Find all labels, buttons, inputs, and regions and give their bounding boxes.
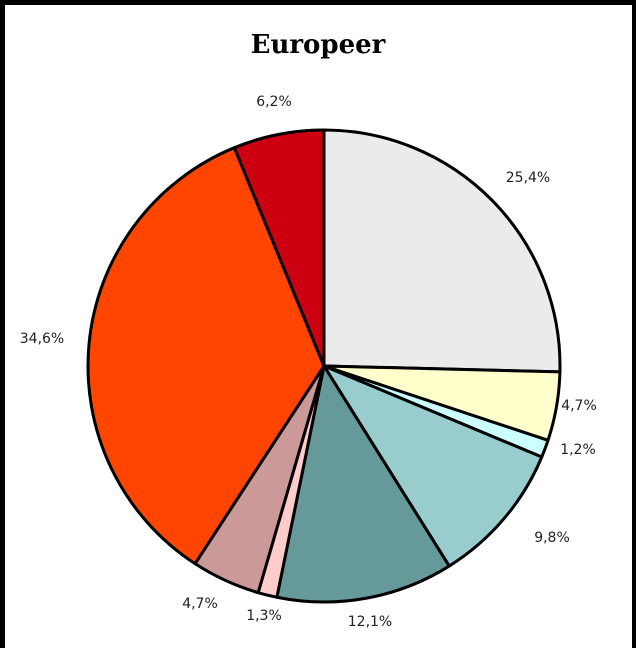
slice-label: 25,4% xyxy=(506,170,550,186)
slice-label: 4,7% xyxy=(182,596,218,612)
slice-label: 1,2% xyxy=(560,442,596,458)
slice-label: 9,8% xyxy=(534,530,570,546)
slice-label: 12,1% xyxy=(348,614,392,630)
pie-slice xyxy=(86,146,326,566)
pie-slice xyxy=(275,364,451,604)
slice-label: 6,2% xyxy=(256,94,292,110)
slice-label: 34,6% xyxy=(20,331,64,347)
pie-slice xyxy=(322,364,544,568)
pie-slice xyxy=(232,128,326,368)
chart-title: Europeer xyxy=(250,30,386,60)
slice-label: 4,7% xyxy=(561,398,597,414)
slice-label: 1,3% xyxy=(246,608,282,624)
pie-slice xyxy=(322,128,562,374)
